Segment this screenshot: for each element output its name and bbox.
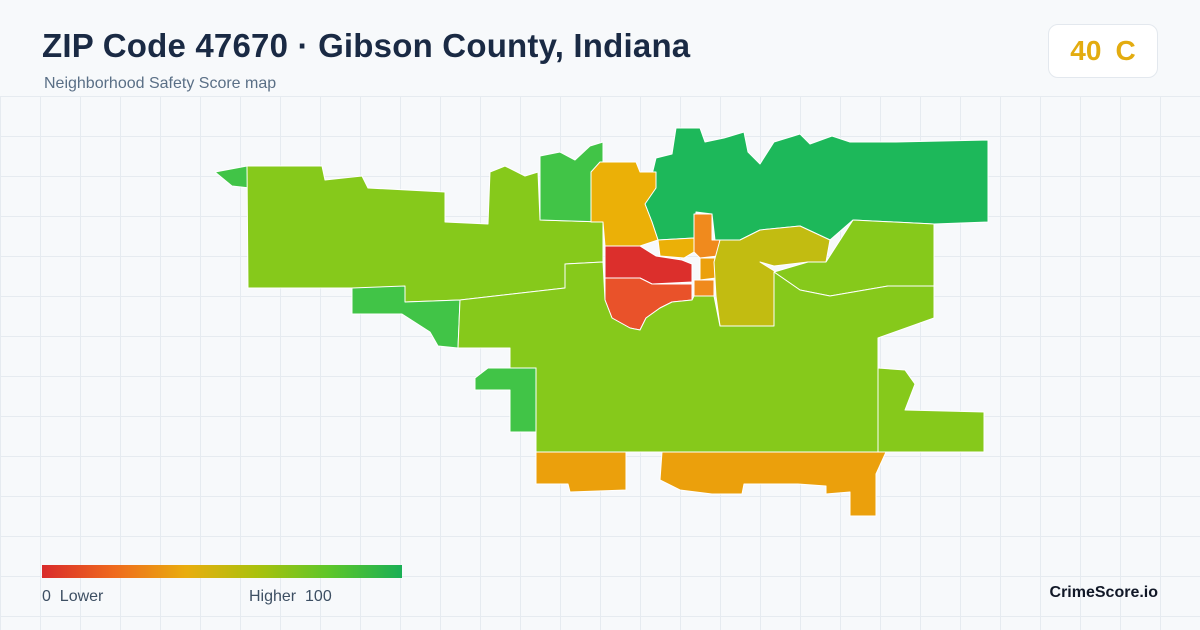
legend-max-label: Higher 100 [249,588,332,605]
safety-score-grade: C [1115,35,1136,66]
map-region[interactable] [351,285,461,349]
map-region[interactable] [474,367,537,433]
map-region[interactable] [539,141,604,223]
page-title: ZIP Code 47670 · Gibson County, Indiana [42,27,691,64]
safety-score-card: 40 C [1048,24,1158,78]
map-region[interactable] [713,225,831,327]
brand-logo-text: CrimeScore.io [1049,584,1158,601]
safety-score-value: 40 [1070,35,1102,66]
page-subtitle: Neighborhood Safety Score map [44,75,277,92]
map-region[interactable] [535,451,627,493]
map-region[interactable] [659,451,887,517]
map-region[interactable] [214,165,251,189]
legend-gradient-bar [42,565,402,578]
map-region[interactable] [657,237,695,259]
legend-min-label: 0 Lower [42,588,104,605]
map-region[interactable] [590,161,659,247]
map-region[interactable] [644,127,989,241]
map-region[interactable] [693,279,715,297]
map-region[interactable] [877,367,985,453]
map-region[interactable] [457,261,935,453]
